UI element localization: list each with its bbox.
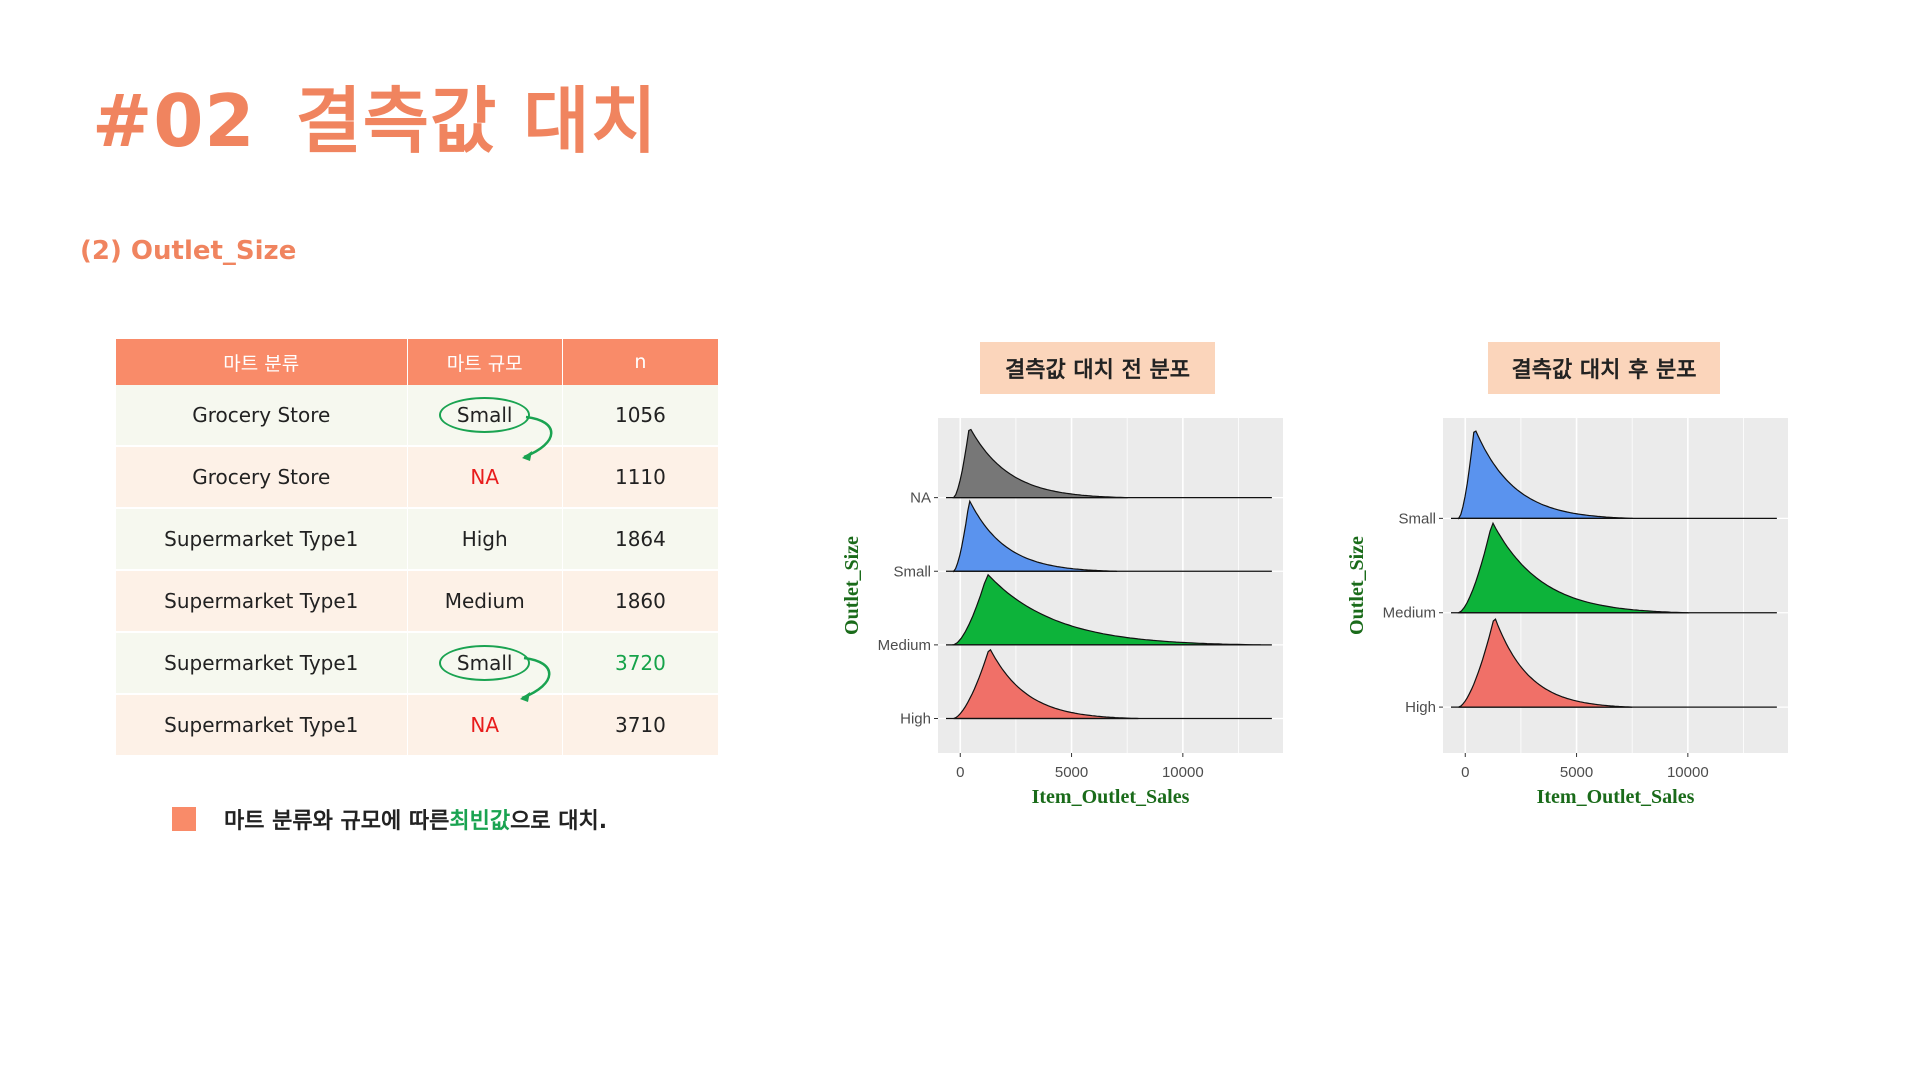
outlet-table: 마트 분류 마트 규모 n Grocery Store Small 1056 G… (116, 339, 720, 757)
bullet-square-icon (172, 807, 196, 831)
header-size: 마트 규모 (407, 339, 563, 385)
subtitle: (2) Outlet_Size (80, 236, 297, 266)
y-tick-label: NA (910, 490, 931, 507)
cell-n: 1056 (562, 385, 720, 447)
density-na (952, 428, 1128, 499)
cell-n: 1860 (562, 570, 720, 633)
cell-type: Supermarket Type1 (116, 508, 408, 571)
cell-n: 3720 (562, 632, 720, 695)
table-row: Supermarket Type1 NA 3710 (116, 694, 720, 757)
y-tick-label: Medium (1383, 605, 1436, 622)
x-axis-label: Item_Outlet_Sales (1537, 786, 1695, 808)
cell-size: Small (407, 385, 563, 447)
y-tick-label: High (900, 711, 931, 728)
x-tick-label: 10000 (1162, 764, 1204, 781)
curved-arrow-icon (522, 415, 553, 461)
x-tick-label: 5000 (1055, 764, 1088, 781)
ridge-chart-before: NA Small Medium High 0 5000 10000 Item_Outlet_S… (841, 418, 1283, 808)
chart-title-after: 결측값 대치 후 분포 (1488, 342, 1720, 394)
cell-type: Grocery Store (116, 385, 408, 447)
cell-size: Medium (407, 570, 563, 633)
cell-size: NA (407, 694, 563, 757)
cell-n: 1110 (562, 446, 720, 509)
table-row: Grocery Store NA 1110 (116, 446, 720, 509)
density-high (1458, 618, 1633, 708)
cell-size: High (407, 508, 563, 571)
x-tick-label: 5000 (1560, 764, 1593, 781)
y-axis-label: Outlet_Size (841, 536, 863, 635)
density-high (953, 648, 1139, 720)
page-title: #02 결측값 대치 (92, 62, 658, 167)
y-axis-label: Outlet_Size (1346, 536, 1368, 635)
y-tick-label: High (1405, 699, 1436, 716)
ridge-chart-after: Small Medium High 0 5000 10000 Item_Outlet_Sal… (1346, 418, 1788, 808)
table-row: Supermarket Type1 Small 3720 (116, 632, 720, 695)
section-number: #02 (92, 79, 256, 163)
x-tick-label: 10000 (1667, 764, 1709, 781)
density-small (952, 499, 1118, 573)
table-row: Supermarket Type1 High 1864 (116, 508, 720, 571)
cell-type: Supermarket Type1 (116, 632, 408, 695)
y-tick-label: Small (1398, 510, 1436, 527)
density-medium (1457, 521, 1690, 614)
y-tick-label: Small (893, 563, 931, 580)
cell-type: Supermarket Type1 (116, 570, 408, 633)
x-tick-label: 0 (956, 764, 964, 781)
y-tick-label: Medium (878, 637, 931, 654)
cell-type: Supermarket Type1 (116, 694, 408, 757)
chart-title-before: 결측값 대치 전 분포 (980, 342, 1215, 394)
curved-arrow-icon (520, 656, 551, 702)
circled-size: Small (438, 645, 531, 681)
circled-size: Small (438, 397, 531, 433)
cell-n: 1864 (562, 508, 720, 571)
x-tick-label: 0 (1461, 764, 1469, 781)
density-small (1457, 430, 1633, 520)
table-row: Supermarket Type1 Medium 1860 (116, 570, 720, 633)
x-axis-label: Item_Outlet_Sales (1032, 786, 1190, 808)
table-row: Grocery Store Small 1056 (116, 385, 720, 447)
note-highlight: 최빈값 (449, 809, 511, 834)
density-medium (952, 573, 1262, 646)
note: 마트 분류와 규모에 따른 최빈값 으로 대치. (172, 803, 607, 835)
cell-n: 3710 (562, 694, 720, 757)
header-type: 마트 분류 (116, 339, 408, 385)
section-title: 결측값 대치 (295, 79, 658, 163)
cell-type: Grocery Store (116, 446, 408, 509)
note-text-end: 으로 대치. (510, 809, 608, 834)
note-text: 마트 분류와 규모에 따른 (224, 809, 450, 834)
header-n: n (562, 339, 720, 385)
cell-size: Small (407, 632, 563, 695)
cell-size: NA (407, 446, 563, 509)
